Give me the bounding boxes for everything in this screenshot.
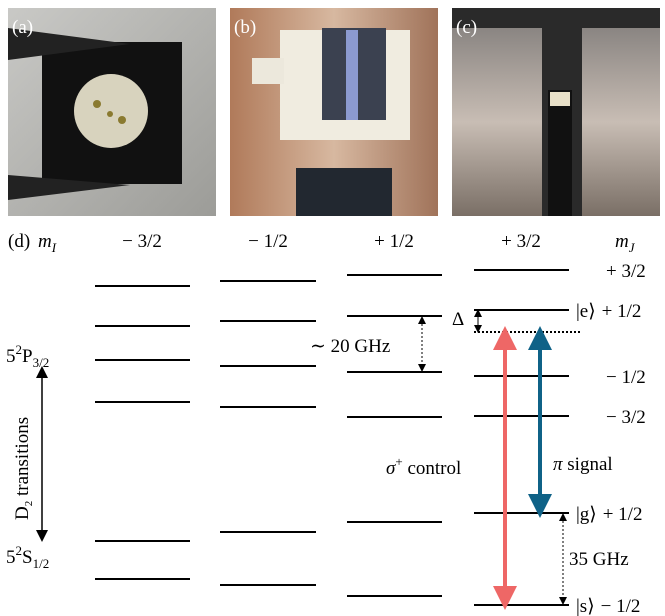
panel-label: (c): [456, 17, 477, 38]
panel-label: (a): [12, 17, 33, 38]
levels: [95, 270, 580, 605]
figure: (a) (b) (c) (d) mI − 3/2 − 1/2 + 1/2 + 3…: [0, 0, 665, 616]
photo-a: (a): [8, 8, 216, 216]
mj-value: − 3/2: [606, 407, 646, 428]
mj-symbol: mJ: [615, 231, 636, 255]
photo-b: (b): [230, 8, 438, 216]
ket: |e⟩: [576, 301, 596, 322]
control-label: σ+ control: [386, 454, 461, 479]
subscript: 3/2: [33, 355, 50, 370]
mi-symbol: mI: [38, 231, 57, 255]
photo-c: (c): [452, 8, 660, 216]
mi-value: + 3/2: [501, 231, 541, 252]
panel-label: (d): [8, 231, 30, 252]
text: control: [403, 458, 462, 479]
splitting-label: 35 GHz: [569, 549, 629, 570]
text: 5: [6, 346, 16, 367]
mj-value: + 1/2: [603, 504, 643, 525]
subscript: I: [51, 240, 57, 255]
mi-value: − 1/2: [248, 231, 288, 252]
superscript: +: [395, 454, 402, 469]
mj-value: − 1/2: [601, 596, 641, 616]
subscript: 1/2: [33, 556, 50, 571]
symbol: m: [615, 231, 629, 252]
detuning-label: Δ: [452, 309, 464, 330]
excited-state: 52P3/2: [6, 342, 49, 370]
panel-label: (b): [234, 17, 256, 38]
level-label: |e⟩ + 1/2: [576, 301, 641, 322]
level-label: |g⟩ + 1/2: [576, 504, 642, 525]
mj-value: + 1/2: [602, 301, 642, 322]
level-label: |s⟩ − 1/2: [576, 596, 640, 616]
text: signal: [563, 454, 613, 475]
subscript: J: [629, 240, 636, 255]
mj-value: − 1/2: [606, 367, 646, 388]
mi-value: − 3/2: [122, 231, 162, 252]
symbol: m: [38, 231, 52, 252]
text: 5: [6, 547, 16, 568]
splitting-label: ∼ 20 GHz: [310, 336, 390, 357]
ground-state: 52S1/2: [6, 543, 49, 571]
transition-label: D2 transitions: [12, 417, 35, 520]
mj-value: + 3/2: [606, 261, 646, 282]
ket: |s⟩: [576, 596, 595, 616]
text: P: [22, 346, 33, 367]
text: transitions: [12, 417, 33, 501]
signal-label: π signal: [553, 454, 613, 475]
text: S: [22, 547, 33, 568]
symbol: π: [553, 454, 563, 475]
text: D: [12, 506, 33, 520]
ket: |g⟩: [576, 504, 597, 525]
mi-value: + 1/2: [374, 231, 414, 252]
